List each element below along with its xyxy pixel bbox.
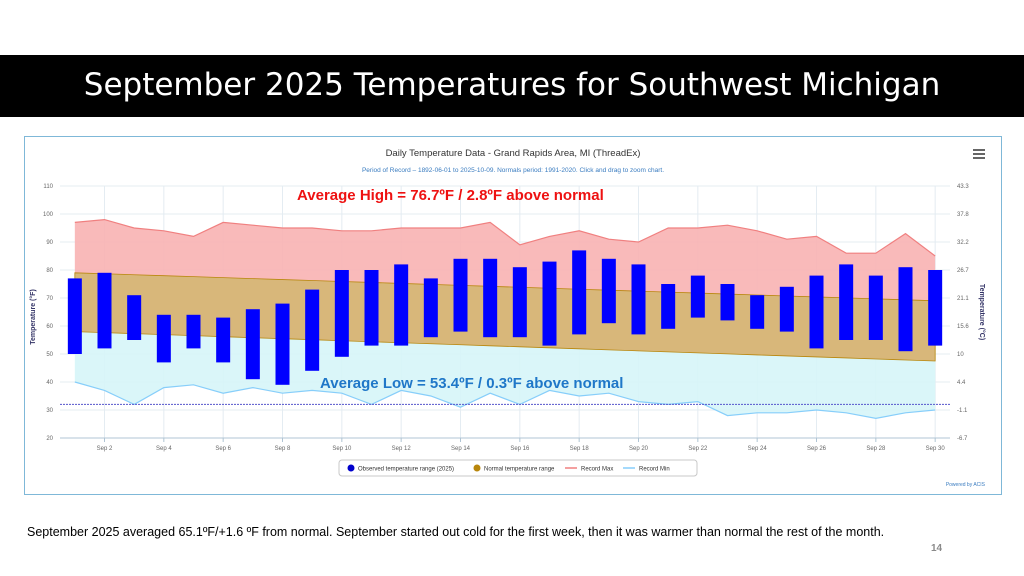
observed-bar[interactable] (868, 275, 883, 340)
record-min-line (74, 381, 936, 420)
observed-bar[interactable] (512, 267, 527, 338)
x-tick-label: Sep 14 (451, 446, 471, 452)
y-tick-label: 40 (46, 380, 53, 386)
observed-bar[interactable] (898, 267, 913, 352)
y-tick-label-right: 4.4 (957, 380, 966, 386)
title-banner: September 2025 Temperatures for Southwes… (0, 55, 1024, 117)
credit-link[interactable]: Powered by ACIS (946, 482, 986, 488)
y-tick-label-right: 10 (957, 352, 964, 358)
legend-normal-marker (473, 464, 481, 472)
observed-bar[interactable] (661, 284, 676, 329)
legend-record-max[interactable]: Record Max (581, 467, 613, 473)
observed-bar[interactable] (453, 258, 468, 332)
observed-bar[interactable] (156, 314, 171, 363)
observed-bar[interactable] (928, 270, 943, 346)
y-axis-label-right: Temperature (°C) (978, 284, 986, 340)
legend-record-min[interactable]: Record Min (639, 467, 670, 473)
observed-bar[interactable] (364, 270, 379, 346)
observed-bar[interactable] (186, 314, 201, 349)
record-min-area (74, 331, 936, 419)
observed-bar[interactable] (720, 284, 735, 321)
y-tick-label: 20 (46, 436, 53, 442)
x-tick-label: Sep 24 (748, 446, 768, 452)
y-tick-label-right: 43.3 (957, 184, 969, 190)
observed-bar[interactable] (690, 275, 705, 318)
y-tick-label: 100 (43, 212, 54, 218)
observed-bar[interactable] (275, 303, 290, 385)
y-tick-label: 70 (46, 296, 53, 302)
observed-bar[interactable] (245, 309, 260, 380)
record-max-area (74, 219, 936, 301)
x-tick-label: Sep 30 (926, 446, 946, 452)
avg-low-annotation: Average Low = 53.4ºF / 0.3ºF above norma… (320, 375, 623, 392)
x-tick-label: Sep 20 (629, 446, 649, 452)
avg-high-annotation: Average High = 76.7ºF / 2.8ºF above norm… (297, 187, 604, 204)
legend-observed[interactable]: Observed temperature range (2025) (358, 467, 454, 473)
observed-bar[interactable] (67, 278, 82, 354)
x-tick-label: Sep 12 (392, 446, 412, 452)
x-tick-label: Sep 8 (275, 446, 291, 452)
y-tick-label: 60 (46, 324, 53, 330)
bar-layer[interactable] (67, 250, 943, 385)
legend-observed-marker (347, 464, 355, 472)
observed-bar[interactable] (483, 258, 498, 338)
chart-subtitle: Period of Record – 1892-06-01 to 2025-10… (362, 167, 664, 174)
page-number: 14 (931, 543, 943, 554)
observed-bar[interactable] (839, 264, 854, 340)
y-axis-label-left: Temperature (°F) (29, 289, 37, 345)
y-tick-label: 30 (46, 408, 53, 414)
y-tick-label-right: 26.7 (957, 268, 969, 274)
x-tick-label: Sep 28 (866, 446, 886, 452)
footer-summary: September 2025 averaged 65.1ºF/+1.6 ºF f… (27, 525, 885, 539)
chart-container[interactable]: 20 -6.7 30 -1.1 40 4.4 50 10 60 15.6 70 21.1 80 26.7 9… (24, 136, 1002, 495)
record-max-line (74, 218, 936, 257)
x-tick-label: Sep 2 (97, 446, 113, 452)
x-tick-label: Sep 6 (215, 446, 231, 452)
x-tick-label: Sep 10 (332, 446, 352, 452)
y-tick-label-right: -6.7 (957, 436, 968, 442)
y-tick-label-right: -1.1 (957, 408, 968, 414)
observed-bar[interactable] (750, 295, 765, 329)
observed-bar[interactable] (809, 275, 824, 349)
y-tick-label-right: 32.2 (957, 240, 969, 246)
x-tick-label: Sep 26 (807, 446, 827, 452)
y-tick-label-right: 15.6 (957, 324, 969, 330)
y-tick-label: 50 (46, 352, 53, 358)
y-tick-label: 90 (46, 240, 53, 246)
observed-bar[interactable] (542, 261, 557, 346)
legend[interactable]: Observed temperature range (2025) Normal… (338, 459, 698, 477)
axes-layer: 20 -6.7 30 -1.1 40 4.4 50 10 60 15.6 70 21.1 80 26.7 9… (43, 184, 969, 452)
y-tick-label: 110 (43, 184, 53, 190)
x-tick-label: Sep 22 (688, 446, 708, 452)
y-tick-label-right: 21.1 (957, 296, 969, 302)
chart-title: Daily Temperature Data - Grand Rapids Ar… (386, 148, 641, 159)
observed-bar[interactable] (601, 258, 616, 324)
observed-bar[interactable] (631, 264, 646, 335)
slide-title: September 2025 Temperatures for Southwes… (83, 67, 941, 103)
observed-bar[interactable] (423, 278, 438, 338)
observed-bar[interactable] (216, 317, 231, 363)
observed-bar[interactable] (127, 295, 142, 340)
observed-bar[interactable] (305, 289, 320, 371)
observed-bar[interactable] (572, 250, 587, 335)
y-tick-label-right: 37.8 (957, 212, 969, 218)
legend-normal[interactable]: Normal temperature range (484, 467, 555, 473)
x-tick-label: Sep 16 (510, 446, 530, 452)
observed-bar[interactable] (779, 286, 794, 332)
area-layer (60, 218, 950, 420)
y-tick-label: 80 (46, 268, 53, 274)
x-tick-label: Sep 4 (156, 446, 172, 452)
observed-bar[interactable] (97, 272, 112, 349)
x-tick-label: Sep 18 (570, 446, 590, 452)
observed-bar[interactable] (334, 270, 349, 357)
menu-icon[interactable] (973, 149, 985, 159)
temperature-chart[interactable]: 20 -6.7 30 -1.1 40 4.4 50 10 60 15.6 70 21.1 80 26.7 9… (25, 137, 1001, 494)
observed-bar[interactable] (394, 264, 409, 346)
